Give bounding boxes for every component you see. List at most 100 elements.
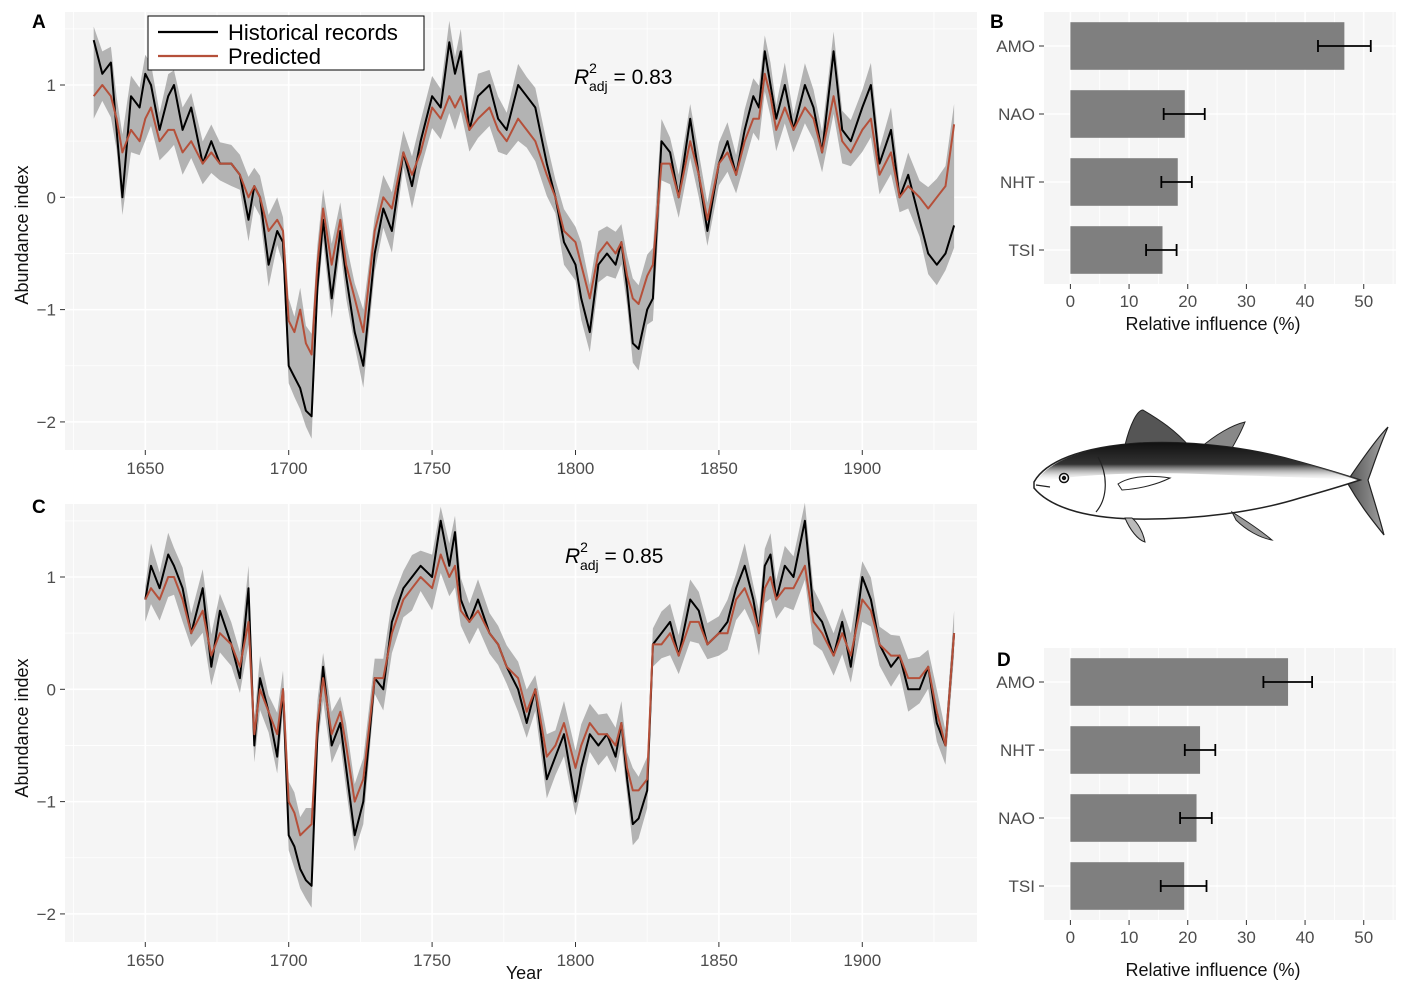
r2-symbol: R (574, 66, 589, 89)
panel-a-line-chart: −2 −1 0 1 1650 1700 1750 1800 1850 1900 Abundanc… (12, 12, 977, 478)
panel-d-bar-chart: AMO NHT NAO TSI 0 10 20 30 40 50 Relative influe… (996, 648, 1396, 980)
x-tick-label: 10 (1120, 292, 1139, 311)
x-tick-label: 1850 (700, 951, 738, 970)
y-tick-label: 1 (47, 568, 56, 587)
x-tick-label: 1900 (843, 951, 881, 970)
bar (1070, 794, 1197, 842)
panel-b-x-ticks: 0 10 20 30 40 50 (1066, 284, 1373, 311)
legend-box (147, 15, 425, 71)
category-label: NAO (998, 105, 1035, 124)
x-tick-label: 1800 (557, 459, 595, 478)
panel-c-uncertainty-band (145, 502, 955, 908)
panel-d-x-ticks: 0 10 20 30 40 50 (1066, 920, 1373, 947)
tuna-anal-fin (1230, 510, 1274, 541)
panel-b-category-labels: AMO NAO NHT TSI (996, 37, 1044, 260)
panel-a-label: A (32, 12, 46, 33)
x-tick-label: 1750 (413, 459, 451, 478)
tuna-pectoral-fin (1117, 475, 1172, 491)
legend-historical-label: Historical records (228, 20, 398, 45)
panel-c-y-ticks: −2 −1 0 1 (37, 568, 65, 924)
tuna-mouth (1035, 484, 1051, 488)
x-tick-label: 0 (1066, 292, 1075, 311)
y-tick-label: 1 (47, 76, 56, 95)
bar (1070, 22, 1345, 70)
panel-c-r2-annotation: R2 adj = 0.85 (565, 539, 663, 573)
r2-value: = 0.83 (608, 66, 673, 89)
category-label: TSI (1009, 241, 1035, 260)
panel-a-lines (92, 39, 956, 418)
r2-superscript: 2 (589, 60, 597, 76)
panel-c-y-axis-label: Abundance index (12, 658, 32, 797)
panel-c-label: C (32, 497, 46, 518)
x-tick-label: 40 (1296, 292, 1315, 311)
panel-b-bar-chart: AMO NAO NHT TSI 0 10 20 30 40 50 Relative influe… (990, 12, 1396, 334)
panel-a-r2-annotation: R2 adj = 0.83 (574, 60, 672, 94)
x-tick-label: 1850 (700, 459, 738, 478)
legend: Historical records Predicted (147, 15, 425, 71)
y-tick-label: 0 (47, 188, 56, 207)
x-tick-label: 30 (1237, 928, 1256, 947)
panel-a-uncertainty-band (93, 20, 955, 439)
x-tick-label: 20 (1178, 292, 1197, 311)
panel-c-x-ticks: 1650 1700 1750 1800 1850 1900 (126, 942, 881, 970)
r2-superscript: 2 (580, 539, 588, 555)
x-tick-label: 50 (1354, 292, 1373, 311)
tuna-pupil (1061, 475, 1067, 481)
legend-predicted-label: Predicted (228, 44, 321, 69)
panel-b-x-axis-label: Relative influence (%) (1125, 314, 1300, 334)
bluefin-tuna-illustration (1033, 409, 1389, 543)
panel-d-error-bars (1159, 676, 1314, 892)
y-tick-label: −1 (37, 301, 56, 320)
panel-b-label: B (990, 12, 1004, 33)
predicted-line (144, 553, 956, 837)
tuna-first-dorsal-fin (1124, 409, 1192, 448)
x-tick-label: 50 (1354, 928, 1373, 947)
r2-value: = 0.85 (599, 545, 664, 568)
r2-subscript: adj (580, 557, 599, 573)
x-tick-label: 20 (1178, 928, 1197, 947)
y-tick-label: −1 (37, 793, 56, 812)
x-tick-label: 1700 (270, 951, 308, 970)
category-label: NHT (1000, 741, 1035, 760)
uncertainty-band (93, 20, 955, 439)
tuna-pelvic-fin (1124, 517, 1146, 543)
x-tick-label: 1750 (413, 951, 451, 970)
panel-c-background (65, 504, 977, 942)
x-tick-label: 1800 (557, 951, 595, 970)
panel-d-x-axis-label: Relative influence (%) (1125, 960, 1300, 980)
y-tick-label: 0 (47, 680, 56, 699)
bar (1070, 726, 1201, 774)
r2-subscript: adj (589, 78, 608, 94)
panel-a-y-axis-label: Abundance index (12, 165, 32, 304)
panel-a-y-ticks: −2 −1 0 1 (37, 76, 65, 432)
panel-c-lines (144, 519, 956, 887)
x-tick-label: 40 (1296, 928, 1315, 947)
x-tick-label: 1650 (126, 459, 164, 478)
predicted-line (92, 72, 956, 356)
x-tick-label: 1650 (126, 951, 164, 970)
bar (1070, 158, 1178, 206)
y-tick-label: −2 (37, 413, 56, 432)
x-tick-label: 10 (1120, 928, 1139, 947)
tuna-gill-line (1095, 456, 1106, 513)
panel-b-error-bars (1145, 40, 1372, 256)
panel-d-label: D (997, 650, 1011, 671)
uncertainty-band (145, 502, 955, 908)
bar (1070, 658, 1289, 706)
y-tick-label: −2 (37, 905, 56, 924)
panel-c-line-chart: −2 −1 0 1 1650 1700 1750 1800 1850 1900 Abundanc… (12, 497, 977, 981)
category-label: NAO (998, 809, 1035, 828)
tuna-back-shading (1036, 442, 1360, 482)
x-tick-label: 30 (1237, 292, 1256, 311)
historical-records-line (144, 519, 956, 887)
category-label: AMO (996, 37, 1035, 56)
category-label: AMO (996, 673, 1035, 692)
tuna-tail-fin (1347, 426, 1389, 536)
panel-c-x-axis-label: Year (506, 963, 542, 981)
category-label: NHT (1000, 173, 1035, 192)
category-label: TSI (1009, 877, 1035, 896)
panel-d-bars (1070, 658, 1289, 910)
x-tick-label: 0 (1066, 928, 1075, 947)
panel-a-x-ticks: 1650 1700 1750 1800 1850 1900 (126, 450, 881, 478)
